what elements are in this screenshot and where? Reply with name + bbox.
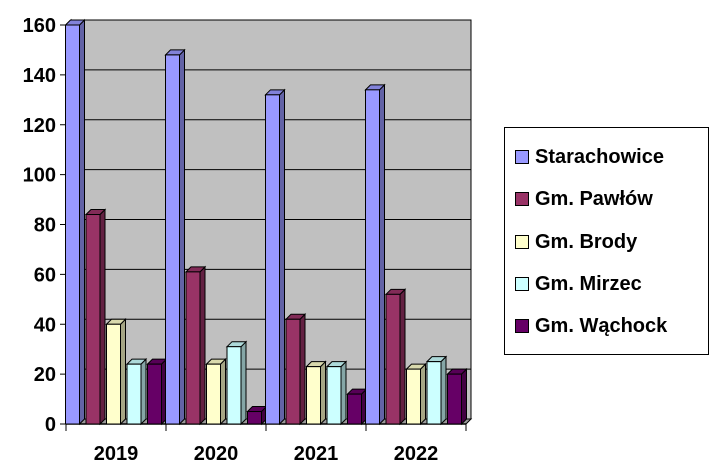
bar-gm-brody-2022-side [420, 362, 426, 426]
bar-gm-brody-2019-side [120, 318, 126, 426]
x-category-label: 2019 [94, 443, 139, 465]
legend-item-gm-brody: Gm. Brody [515, 227, 637, 257]
bar-starachowice-2021 [265, 94, 280, 425]
bar-gm-mirzec-2021 [326, 366, 342, 425]
bar-gm-mirzec-2019-side [140, 357, 147, 426]
y-tick-label: 160 [23, 15, 56, 37]
bar-gm-mirzec-2022 [426, 361, 442, 425]
legend-label-gm-mirzec: Gm. Mirzec [535, 272, 642, 295]
legend-swatch-starachowice [515, 150, 529, 164]
bar-gm-brody-2022 [406, 368, 421, 425]
legend-label-starachowice: Starachowice [535, 145, 664, 168]
legend-swatch-gm-wachock [515, 319, 529, 333]
bar-gm-pawlow-2020-side [199, 265, 206, 426]
bar-gm-brody-2021-side [320, 360, 326, 426]
x-category-label: 2020 [194, 443, 239, 465]
x-category-label: 2022 [394, 443, 439, 465]
bar-gm-pawlow-2022 [385, 293, 401, 425]
bar-starachowice-2021-side [279, 88, 285, 426]
bar-starachowice-2019 [65, 24, 80, 425]
legend: Starachowice Gm. Pawłów Gm. Brody Gm. Mi… [504, 127, 709, 355]
bar-starachowice-2022-side [379, 83, 385, 426]
bar-starachowice-2019-side [79, 18, 85, 426]
bar-gm-pawlow-2021 [285, 318, 301, 425]
y-tick-label: 100 [23, 165, 56, 187]
legend-label-gm-wachock: Gm. Wąchock [535, 314, 668, 337]
bar-gm-pawlow-2021-side [299, 313, 306, 426]
bar-gm-wachock-2022-side [461, 367, 467, 426]
legend-item-gm-mirzec: Gm. Mirzec [515, 269, 642, 299]
bar-gm-wachock-2019 [147, 363, 162, 425]
bar-gm-mirzec-2022-side [440, 355, 447, 426]
bar-gm-wachock-2020 [247, 411, 262, 425]
bar-gm-mirzec-2020 [226, 346, 242, 425]
bar-gm-wachock-2022 [447, 373, 462, 425]
bar-gm-brody-2019 [106, 323, 121, 425]
legend-item-starachowice: Starachowice [515, 142, 664, 172]
bar-gm-brody-2020 [206, 363, 221, 425]
bar-gm-brody-2020-side [220, 357, 226, 426]
legend-label-gm-brody: Gm. Brody [535, 230, 638, 253]
y-tick-label: 20 [34, 364, 56, 386]
bar-gm-pawlow-2019 [85, 214, 101, 425]
y-tick-label: 80 [34, 215, 56, 237]
legend-swatch-gm-mirzec [515, 277, 529, 291]
y-tick-label: 40 [34, 314, 56, 336]
y-tick-label: 120 [23, 115, 56, 137]
legend-swatch-gm-brody [515, 235, 529, 249]
bar-gm-pawlow-2019-side [99, 208, 106, 426]
bar-gm-wachock-2021 [347, 393, 362, 425]
legend-item-gm-wachock: Gm. Wąchock [515, 311, 667, 341]
legend-label-gm-pawlow: Gm. Pawłów [535, 187, 653, 210]
bar-gm-mirzec-2019 [126, 363, 142, 425]
legend-item-gm-pawlow: Gm. Pawłów [515, 184, 653, 214]
bar-gm-brody-2021 [306, 366, 321, 425]
bar-starachowice-2022 [365, 89, 380, 425]
bar-gm-mirzec-2021-side [340, 360, 347, 426]
bar-starachowice-2020-side [179, 48, 185, 426]
y-tick-label: 140 [23, 65, 56, 87]
x-category-label: 2021 [294, 443, 339, 465]
bar-gm-mirzec-2020-side [240, 340, 247, 426]
bar-starachowice-2020 [165, 54, 180, 425]
y-tick-label: 0 [45, 414, 56, 436]
bar-gm-pawlow-2020 [185, 271, 201, 425]
y-tick-label: 60 [34, 264, 56, 286]
bar-gm-pawlow-2022-side [399, 288, 406, 426]
legend-swatch-gm-pawlow [515, 192, 529, 206]
